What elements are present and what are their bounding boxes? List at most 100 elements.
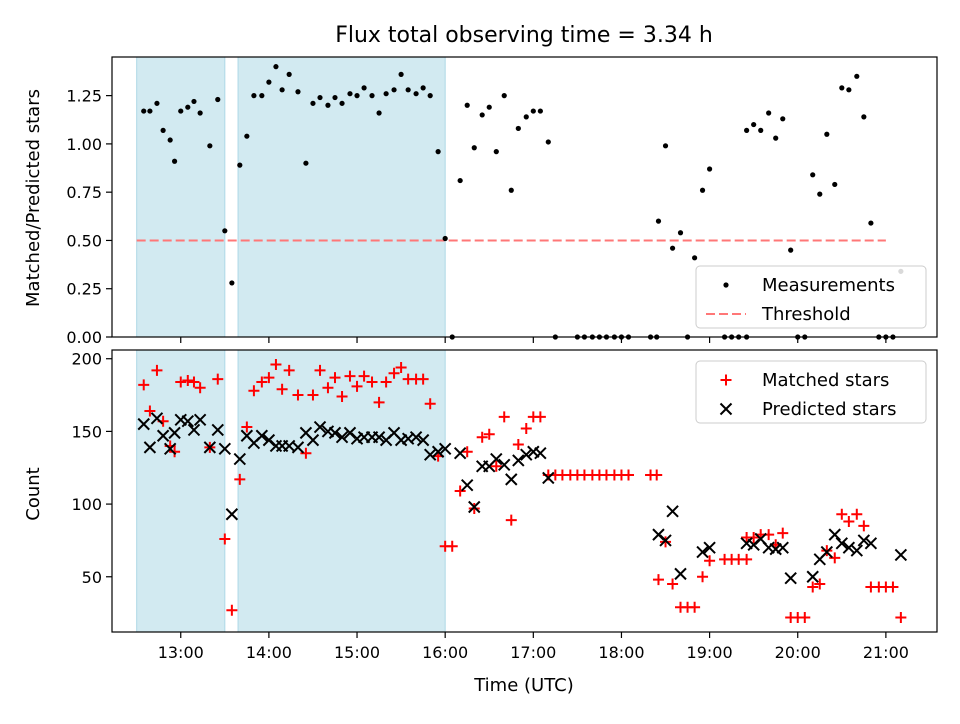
shaded-region xyxy=(136,56,226,338)
data-point xyxy=(824,131,830,137)
predicted-star-point xyxy=(313,420,327,434)
matched-star-point xyxy=(263,372,275,384)
predicted-star-point xyxy=(512,454,525,467)
predicted-star-point xyxy=(156,429,170,442)
predicted-star-point xyxy=(850,544,863,557)
matched-star-point xyxy=(388,367,400,379)
bottom-y-axis-label: Count xyxy=(23,467,44,520)
predicted-star-point xyxy=(168,426,181,440)
data-point xyxy=(868,220,874,226)
data-point xyxy=(662,143,669,149)
predicted-star-point xyxy=(143,441,157,454)
data-point xyxy=(457,177,463,184)
legend-box xyxy=(695,265,927,329)
data-point xyxy=(751,121,757,128)
predicted-star-point xyxy=(784,572,797,585)
matched-star-point xyxy=(836,508,848,520)
matched-star-point xyxy=(138,379,150,391)
data-point xyxy=(655,218,662,224)
matched-star-point xyxy=(454,485,466,497)
matched-star-point xyxy=(182,375,194,387)
predicted-star-point xyxy=(291,441,305,454)
predicted-star-point xyxy=(820,545,834,559)
data-point xyxy=(207,143,213,149)
matched-star-point xyxy=(660,536,672,548)
data-point xyxy=(545,139,551,145)
y-tick-label: 0.75 xyxy=(66,183,102,202)
data-point xyxy=(508,187,514,193)
predicted-star-point xyxy=(842,541,856,554)
predicted-star-point xyxy=(806,570,819,583)
matched-star-point xyxy=(851,508,863,520)
data-point xyxy=(376,110,382,116)
matched-star-point xyxy=(689,601,701,613)
data-point xyxy=(699,187,706,193)
predicted-star-point xyxy=(505,473,518,486)
legend-label: Measurements xyxy=(762,275,895,296)
matched-star-point xyxy=(520,422,532,434)
matched-star-point xyxy=(777,527,789,539)
data-point xyxy=(442,235,448,242)
matched-star-point xyxy=(226,604,238,616)
legend-marker-measurements xyxy=(723,282,729,288)
y-tick-label: 100 xyxy=(71,495,102,514)
predicted-star-point xyxy=(225,508,239,521)
x-tick-label: 15:00 xyxy=(334,643,380,662)
data-point xyxy=(817,191,823,197)
predicted-star-point xyxy=(335,431,349,444)
data-point xyxy=(435,149,441,155)
axes-frame xyxy=(111,349,938,633)
matched-star-point xyxy=(821,545,833,557)
y-tick-label: 1.00 xyxy=(66,135,102,154)
data-point xyxy=(692,255,698,261)
matched-star-point xyxy=(194,382,206,394)
data-point xyxy=(171,158,178,164)
data-point xyxy=(391,87,397,93)
matched-star-point xyxy=(512,438,524,450)
data-point xyxy=(744,127,750,133)
predicted-star-point xyxy=(453,446,467,460)
matched-star-point xyxy=(283,364,295,376)
data-point xyxy=(160,127,166,133)
data-point xyxy=(471,145,477,151)
matched-star-point xyxy=(256,376,268,388)
data-point xyxy=(413,91,419,97)
legend-box xyxy=(695,360,927,424)
data-point xyxy=(479,112,485,118)
matched-star-point xyxy=(417,373,429,385)
shaded-region xyxy=(136,349,226,633)
matched-star-point xyxy=(858,520,870,532)
data-point xyxy=(303,160,309,166)
data-point xyxy=(846,87,852,93)
legend-label: Matched stars xyxy=(762,370,889,391)
predicted-star-point xyxy=(490,452,503,466)
matched-star-point xyxy=(446,540,458,552)
data-point xyxy=(780,116,786,122)
predicted-star-point xyxy=(461,478,474,492)
data-point xyxy=(523,114,529,120)
data-point xyxy=(215,96,221,103)
matched-star-point xyxy=(483,428,495,440)
data-point xyxy=(530,108,536,114)
data-point xyxy=(369,93,375,99)
matched-star-point xyxy=(234,473,246,485)
data-point xyxy=(361,85,367,91)
matched-star-point xyxy=(468,502,480,514)
data-point xyxy=(141,108,147,114)
y-tick-label: 200 xyxy=(71,350,102,369)
predicted-star-point xyxy=(423,448,437,461)
matched-star-point xyxy=(175,376,187,388)
data-point xyxy=(398,71,404,77)
matched-star-point xyxy=(144,405,156,417)
data-point xyxy=(773,135,779,141)
data-point xyxy=(251,93,257,99)
matched-star-point xyxy=(887,581,899,593)
data-point xyxy=(810,172,816,178)
matched-star-point xyxy=(704,555,716,567)
matched-star-point xyxy=(248,385,260,397)
matched-star-point xyxy=(276,383,288,395)
matched-star-point xyxy=(344,370,356,382)
data-point xyxy=(427,93,433,99)
matched-star-point xyxy=(490,460,502,472)
